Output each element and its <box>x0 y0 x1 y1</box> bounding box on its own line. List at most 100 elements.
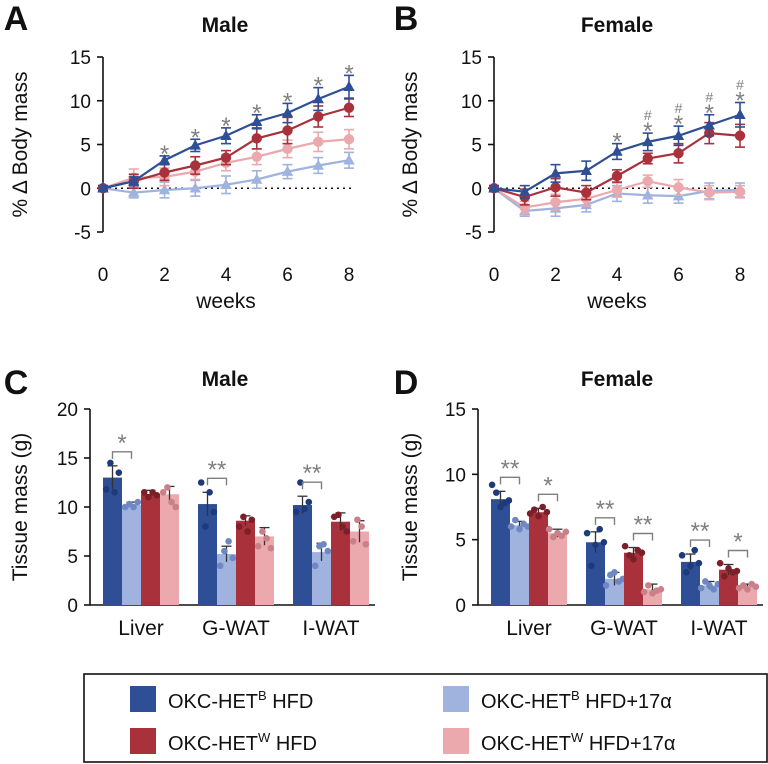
significance-star: * <box>705 100 714 127</box>
significance-star: * <box>117 430 126 457</box>
data-point <box>158 154 171 165</box>
legend-label: OKC-HETB HFD <box>168 688 313 713</box>
significance-bracket <box>689 539 711 548</box>
individual-point <box>697 584 705 592</box>
series-het_w_hfd_17a <box>159 484 370 605</box>
individual-point <box>354 516 361 524</box>
bar <box>103 477 122 605</box>
legend-swatch <box>130 686 156 712</box>
significance-bracket <box>727 549 749 558</box>
y-tick-label: 5 <box>455 531 466 552</box>
significance-bracket <box>594 517 616 525</box>
individual-point <box>292 508 300 516</box>
individual-point <box>358 523 365 530</box>
significance-star: ** <box>208 456 227 483</box>
individual-point <box>740 582 747 589</box>
y-tick-label: 10 <box>57 498 78 519</box>
bar <box>255 536 274 605</box>
data-point <box>158 184 171 195</box>
significance-star: * <box>160 141 169 168</box>
individual-point <box>362 540 370 548</box>
individual-point <box>716 559 724 567</box>
individual-point <box>248 516 256 524</box>
x-tick-label: 4 <box>612 265 623 286</box>
data-point <box>673 148 684 159</box>
data-point <box>611 184 623 196</box>
y-tick-label: 0 <box>67 596 78 617</box>
individual-point <box>159 489 167 496</box>
data-point <box>251 173 263 184</box>
x-tick-label: 2 <box>550 265 561 286</box>
panel-title: Female <box>581 368 653 391</box>
individual-point <box>558 532 565 540</box>
data-point <box>343 134 355 145</box>
significance-star: ** <box>691 518 710 545</box>
bar <box>510 525 529 605</box>
significance-star: * <box>344 60 353 87</box>
significance-hash: # <box>644 107 652 123</box>
panel-letter: C <box>4 364 29 402</box>
y-axis-label: Tissue mass (g) <box>399 433 422 582</box>
individual-point <box>343 528 351 535</box>
individual-point <box>691 546 698 554</box>
individual-point <box>535 512 542 520</box>
significance-bracket <box>537 493 559 502</box>
bar <box>160 494 179 605</box>
category-label: Liver <box>506 617 552 640</box>
series-het_b_hfd_17a <box>507 516 722 605</box>
individual-point <box>702 578 709 585</box>
bar <box>122 505 141 605</box>
individual-point <box>721 572 728 580</box>
individual-point <box>583 529 591 537</box>
data-point <box>220 129 232 140</box>
individual-point <box>562 528 570 536</box>
significance-bracket <box>111 451 133 459</box>
x-tick-label: 8 <box>735 265 746 286</box>
individual-point <box>531 506 538 513</box>
individual-point <box>592 541 599 549</box>
data-point <box>611 170 623 182</box>
individual-point <box>645 582 652 589</box>
data-point <box>550 182 561 193</box>
data-point <box>313 111 324 122</box>
data-point <box>159 167 170 178</box>
individual-point <box>630 555 637 563</box>
significance-star: * <box>735 88 744 115</box>
legend-item-het_w_hfd: OKC-HETW HFD <box>130 728 317 755</box>
individual-point <box>206 489 213 496</box>
legend-label: OKC-HETW HFD <box>168 730 317 755</box>
individual-point <box>107 459 114 467</box>
legend-label: OKC-HETB HFD+17α <box>481 688 672 713</box>
data-point <box>703 119 715 130</box>
individual-point <box>235 523 243 530</box>
legend-box <box>83 673 768 763</box>
data-point <box>704 187 715 198</box>
individual-point <box>640 588 648 596</box>
data-point <box>642 135 654 147</box>
bar <box>586 542 605 605</box>
individual-point <box>488 481 496 489</box>
significance-star: ** <box>634 512 653 539</box>
data-point <box>642 153 653 164</box>
x-axis-label: weeks <box>195 290 256 313</box>
individual-point <box>229 554 237 562</box>
y-tick-label: 15 <box>445 400 466 421</box>
legend-item-het_w_hfd_17a: OKC-HETW HFD+17α <box>443 728 675 755</box>
legend-swatch <box>130 728 156 754</box>
data-point <box>220 152 232 163</box>
individual-point <box>140 489 148 496</box>
individual-point <box>752 583 760 591</box>
individual-point <box>493 489 500 496</box>
y-tick-label: 5 <box>471 136 482 157</box>
bar <box>738 586 757 605</box>
data-point <box>343 102 355 113</box>
legend: OKC-HETB HFD OKC-HETW HFD OKC-HETB HFD+17α… <box>83 673 768 763</box>
individual-point <box>263 535 270 542</box>
data-point <box>611 145 623 156</box>
data-point <box>312 93 324 104</box>
data-point <box>673 182 684 193</box>
significance-star: * <box>643 118 652 145</box>
y-tick-label: 15 <box>70 48 91 69</box>
data-point <box>642 189 654 200</box>
individual-point <box>335 511 342 519</box>
